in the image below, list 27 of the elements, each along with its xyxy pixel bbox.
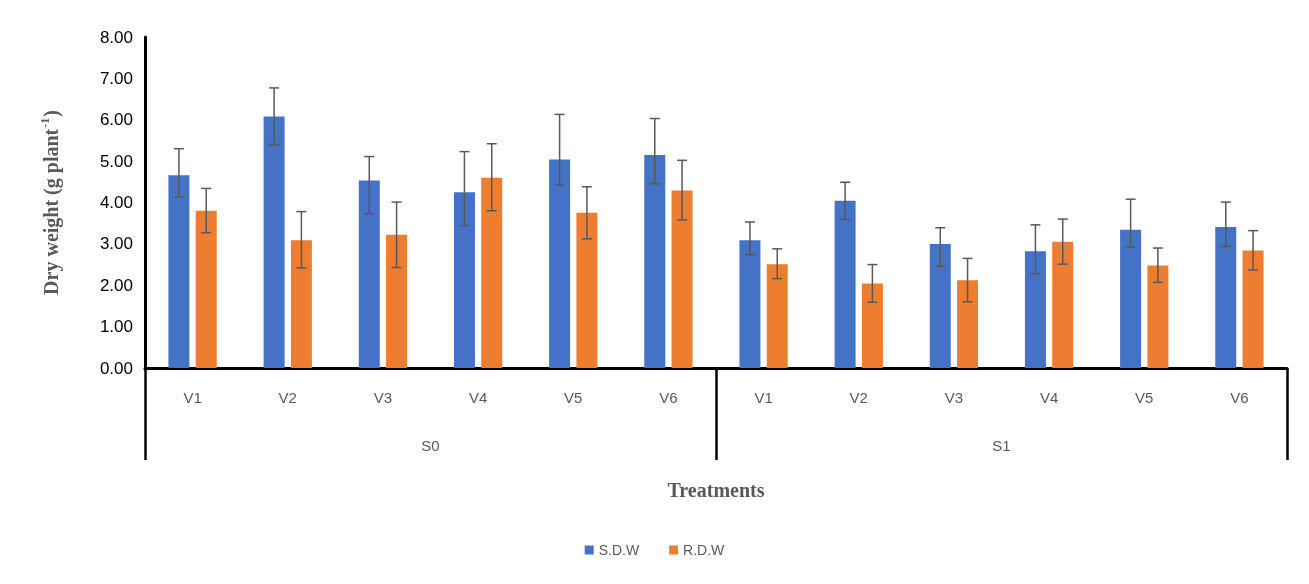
- x-tick-label: V3: [944, 389, 964, 406]
- y-tick-label: 8.00: [99, 27, 133, 47]
- y-tick-label: 0.00: [99, 358, 133, 378]
- x-tick-label: V1: [754, 389, 773, 406]
- legend-label: S.D.W: [598, 542, 640, 558]
- y-tick-label: 2.00: [99, 275, 133, 295]
- x-tick-label: V5: [564, 389, 583, 406]
- y-tick-label: 5.00: [99, 151, 133, 171]
- x-tick-label: V1: [183, 389, 202, 406]
- x-tick-label: V3: [373, 389, 393, 406]
- y-tick-label: 6.00: [99, 110, 133, 130]
- y-tick-label: 1.00: [99, 317, 133, 337]
- x-tick-label: V4: [1039, 389, 1059, 406]
- x-tick-label: V6: [1230, 389, 1249, 406]
- x-tick-label: V6: [659, 389, 678, 406]
- y-tick-label: 3.00: [99, 234, 133, 254]
- x-axis-title: Treatments: [667, 479, 765, 501]
- legend-label: R.D.W: [683, 542, 726, 558]
- y-tick-label: 7.00: [99, 68, 133, 88]
- y-axis-title: Dry weight (g plant-1): [38, 110, 63, 295]
- x-tick-label: V5: [1135, 389, 1154, 406]
- x-tick-label: V2: [278, 389, 297, 406]
- x-tick-label: V2: [849, 389, 868, 406]
- x-tick-label: V4: [468, 389, 488, 406]
- y-tick-label: 4.00: [99, 193, 133, 212]
- text: S0: [421, 437, 440, 454]
- text: S1: [992, 437, 1011, 454]
